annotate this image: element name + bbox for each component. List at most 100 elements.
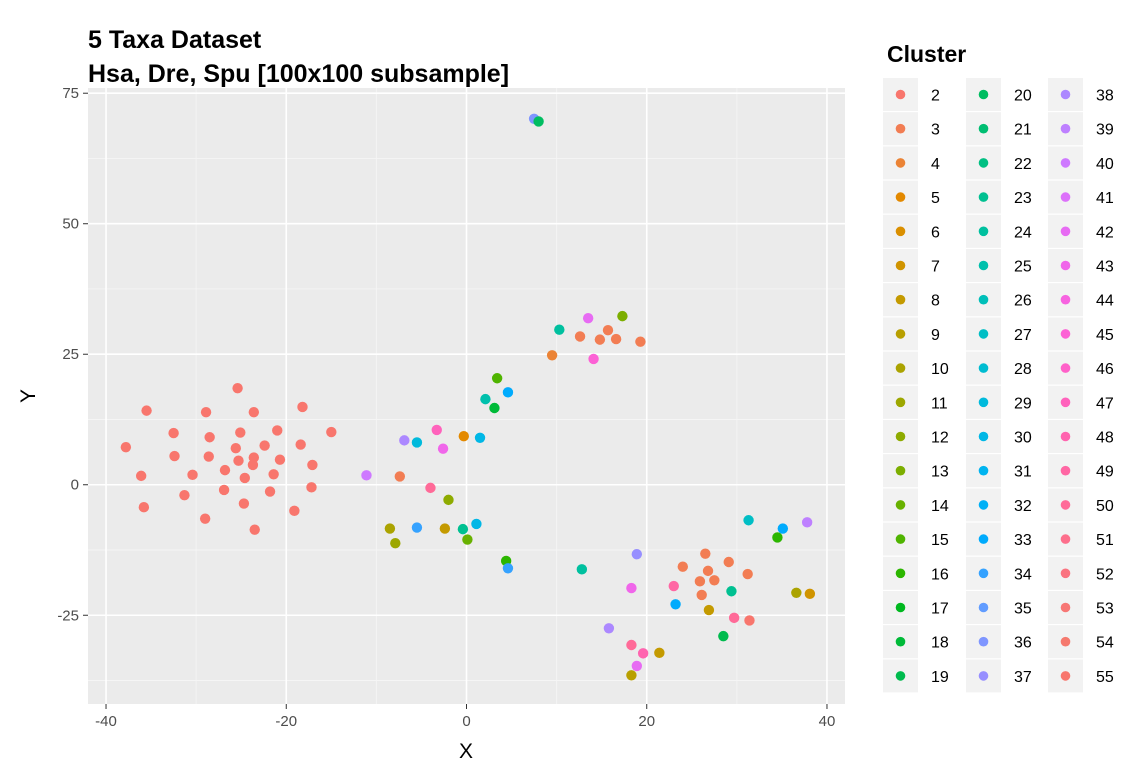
legend-label: 10 [931,361,949,378]
data-point [703,604,715,616]
legend-label: 24 [1014,224,1032,241]
data-point [457,523,469,535]
data-point [728,612,740,624]
data-point [718,630,729,642]
data-point [259,440,270,451]
legend-label: 6 [931,224,940,241]
legend-label: 26 [1014,293,1032,310]
legend-swatch [978,123,989,134]
data-point [804,588,816,600]
legend-label: 51 [1096,532,1114,549]
data-point [297,401,308,413]
legend-label: 8 [931,293,940,310]
legend-label: 32 [1014,498,1032,515]
legend-swatch [895,602,906,613]
legend-swatch [895,123,906,134]
data-point [791,587,802,599]
legend-swatch [978,294,989,305]
legend-label: 39 [1096,122,1114,139]
legend-swatch [978,602,989,613]
data-point [200,406,212,418]
y-tick-label: 0 [71,477,79,494]
data-point [179,489,190,501]
data-point [654,647,665,659]
data-points [120,113,816,681]
data-point [772,532,783,543]
data-point [264,486,276,497]
data-point [694,576,706,587]
data-point [546,350,558,361]
data-point [502,387,514,398]
legend-swatch [978,534,989,544]
legend-label: 35 [1014,601,1032,618]
data-point [187,469,198,481]
x-tick-label: 20 [638,713,655,730]
data-point [742,568,753,580]
legend-label: 31 [1014,464,1032,481]
x-tick-label: 0 [462,713,470,730]
data-point [272,425,283,436]
data-point [399,435,410,446]
legend-swatch [895,500,906,510]
legend-label: 37 [1014,669,1032,686]
legend-label: 9 [931,327,940,344]
legend-label: 27 [1014,327,1032,344]
data-point [141,405,152,416]
legend-swatch [978,465,989,476]
legend-swatch [1060,568,1071,579]
data-point [458,430,469,442]
data-point [437,443,449,454]
legend-swatch [895,568,906,579]
data-point [218,484,230,496]
data-point [631,660,643,672]
legend-label: 11 [931,395,948,412]
data-point [700,548,711,559]
legend-label: 40 [1096,156,1114,173]
legend-label: 52 [1096,566,1114,583]
legend-label: 15 [931,532,949,549]
data-point [235,427,246,438]
data-point [274,454,286,465]
x-tick-label: -40 [95,713,117,730]
data-point [576,564,588,575]
legend-label: 49 [1096,464,1114,481]
legend-swatch [978,568,989,579]
data-point [743,515,754,526]
legend-label: 54 [1096,635,1114,652]
chart-subtitle: Hsa, Dre, Spu [100x100 subsample] [88,60,509,88]
data-point [443,494,454,506]
data-point [489,402,500,414]
legend-label: 30 [1014,430,1032,447]
legend-swatch [978,329,989,339]
data-point [268,469,279,480]
data-point [726,586,737,597]
data-point [307,459,318,471]
legend-swatch [1060,465,1071,476]
data-point [249,524,260,535]
legend-label: 16 [931,566,949,583]
data-point [203,451,214,462]
data-point [554,324,565,335]
data-point [411,437,423,448]
data-point [574,331,586,342]
data-point [626,639,637,651]
legend-swatch [895,89,906,100]
legend-swatch [978,431,989,442]
data-point [138,501,150,513]
legend-swatch [978,158,989,168]
legend-swatch [1060,534,1071,544]
data-point [135,470,147,482]
legend-swatch [895,465,906,476]
data-point [602,325,614,336]
data-point [232,382,243,394]
legend-label: 5 [931,190,940,207]
y-tick-label: -25 [57,607,79,624]
y-tick-label: 25 [62,346,79,363]
data-point [431,424,442,436]
legend-swatch [1060,602,1071,613]
data-point [502,563,514,574]
legend-swatch [978,636,989,647]
data-point [533,116,544,127]
legend-label: 12 [931,430,949,447]
